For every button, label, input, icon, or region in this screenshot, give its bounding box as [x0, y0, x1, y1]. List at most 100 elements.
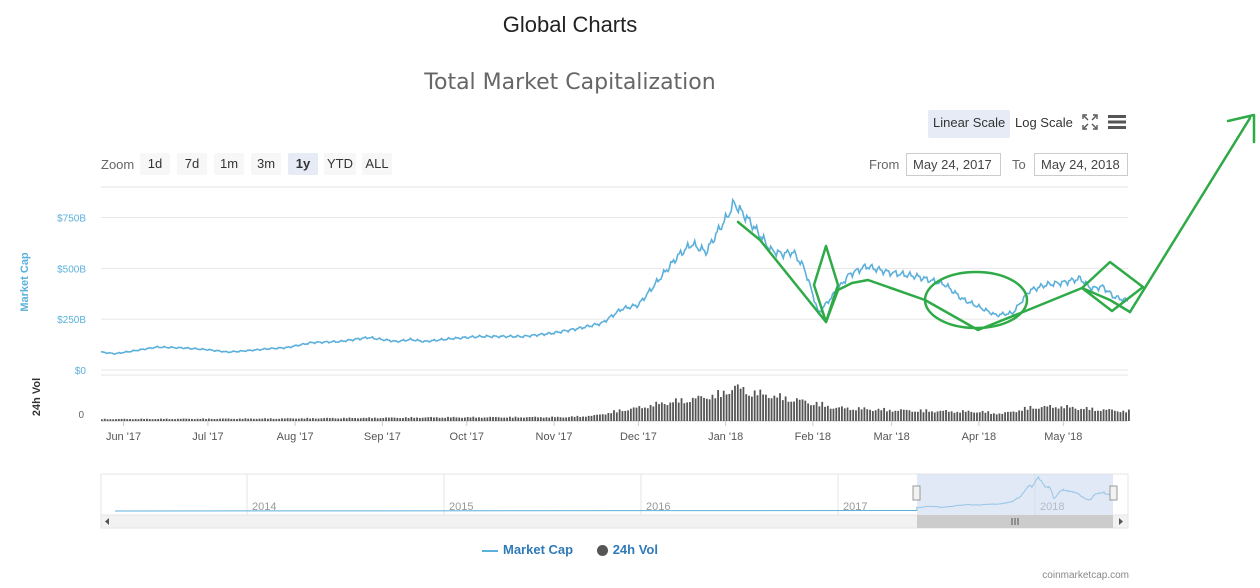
volume-bar [1091, 407, 1094, 421]
volume-bar [407, 418, 410, 421]
volume-bar [607, 413, 610, 421]
scroll-left-arrow-icon[interactable] [100, 515, 114, 528]
volume-bar [115, 419, 117, 421]
volume-bar [852, 409, 855, 421]
volume-bar [193, 419, 196, 421]
volume-bar [779, 393, 781, 421]
volume-bar [835, 407, 838, 421]
volume-bar [720, 397, 722, 421]
volume-bar [362, 417, 365, 421]
volume-bar [281, 418, 283, 421]
volume-bar [666, 405, 669, 421]
credits-link[interactable]: coinmarketcap.com [1042, 570, 1129, 581]
navigator-selection[interactable] [917, 474, 1113, 515]
log-scale-button[interactable]: Log Scale [1015, 115, 1073, 130]
zoom-1d-button[interactable]: 1d [140, 153, 170, 175]
zoom-7d-button[interactable]: 7d [177, 153, 207, 175]
legend-24h-vol[interactable]: 24h Vol [596, 542, 658, 557]
volume-bar [171, 419, 174, 421]
volume-bar [292, 418, 295, 421]
volume-bar [992, 413, 995, 421]
navigator-handle-right[interactable] [1109, 485, 1118, 501]
x-tick-label: Apr '18 [962, 431, 997, 443]
linear-scale-button[interactable]: Linear Scale [928, 110, 1011, 138]
volume-bar [542, 417, 545, 421]
zoom-3m-button[interactable]: 3m [251, 153, 281, 175]
volume-bar [967, 410, 970, 421]
volume-bar [857, 407, 860, 421]
volume-bar [500, 417, 503, 421]
volume-bar [554, 417, 556, 421]
volume-bar [593, 415, 596, 421]
volume-bar [497, 417, 500, 421]
scroll-right-arrow-icon[interactable] [1114, 515, 1128, 528]
volume-bar [359, 418, 362, 421]
volume-bar [143, 419, 146, 421]
volume-bar [252, 418, 255, 421]
volume-bar [286, 418, 289, 421]
volume-bar [990, 413, 992, 421]
volume-bar [897, 410, 900, 421]
volume-bar [227, 418, 230, 421]
navigator-tick-label: 2015 [449, 501, 473, 513]
volume-bar [995, 414, 998, 421]
volume-bar [798, 399, 801, 421]
volume-bar [987, 411, 990, 421]
volume-bar [869, 409, 871, 421]
legend-market-cap[interactable]: Market Cap [482, 542, 573, 557]
volume-bar [627, 410, 629, 421]
from-date-input[interactable] [906, 153, 1001, 176]
volume-bar [469, 417, 472, 421]
volume-bar [635, 407, 638, 421]
to-date-input[interactable] [1034, 153, 1128, 176]
volume-bar [821, 401, 824, 421]
volume-bar [421, 417, 424, 421]
volume-bar [1015, 412, 1018, 421]
volume-bar [1088, 410, 1091, 421]
volume-bar [646, 408, 649, 421]
volume-bar [793, 401, 795, 421]
volume-bar [424, 417, 427, 421]
volume-bar [753, 390, 756, 421]
navigator-scrollbar[interactable] [100, 514, 1129, 529]
volume-bar [641, 408, 644, 421]
fullscreen-icon[interactable] [1082, 114, 1098, 130]
volume-bar [711, 394, 714, 421]
market-cap-series [100, 197, 1129, 355]
volume-bar [503, 417, 506, 421]
x-axis-ticks: Jun '17 Jul '17 Aug '17 Sep '17 Oct '17 Nov '… [106, 421, 1082, 443]
volume-bar [596, 414, 599, 421]
volume-bar [483, 417, 486, 421]
volume-bar [705, 398, 708, 421]
volume-bar [373, 417, 376, 421]
menu-icon[interactable] [1107, 114, 1127, 130]
volume-bar [914, 411, 916, 421]
volume-bar [233, 418, 236, 421]
volume-bar [1077, 410, 1080, 421]
volume-bar [289, 418, 292, 421]
zoom-ytd-button[interactable]: YTD [324, 153, 356, 175]
grid-lines [101, 186, 1128, 422]
volume-bar [866, 409, 869, 421]
zoom-1m-button[interactable]: 1m [214, 153, 244, 175]
volume-bar [669, 402, 672, 421]
volume-bar [728, 393, 731, 421]
zoom-1y-button[interactable]: 1y [288, 153, 318, 175]
legend-line-icon [482, 549, 498, 552]
zoom-all-button[interactable]: ALL [362, 153, 392, 175]
volume-bar [655, 401, 658, 421]
navigator-handle-left[interactable] [912, 485, 921, 501]
volume-bar [416, 417, 418, 421]
navigator[interactable]: 20142015201620172018 [100, 473, 1129, 516]
volume-bar [801, 399, 804, 421]
volume-bar [418, 417, 421, 421]
volume-bar [309, 418, 312, 421]
volume-bar [371, 418, 373, 421]
volume-axis-title: 24h Vol [31, 378, 43, 416]
volume-bar [1057, 408, 1060, 421]
volume-bar [244, 418, 247, 421]
volume-bar [731, 390, 734, 421]
volume-bar [258, 418, 261, 421]
volume-bar [267, 418, 269, 421]
hand-drawn-annotations [736, 113, 1256, 332]
